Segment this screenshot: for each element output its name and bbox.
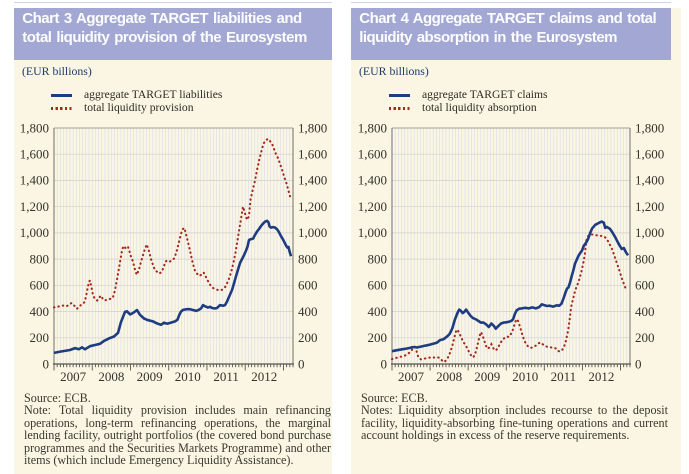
svg-text:1,200: 1,200 xyxy=(358,199,387,214)
svg-text:2011: 2011 xyxy=(551,369,577,384)
svg-text:1,800: 1,800 xyxy=(298,120,327,135)
svg-text:800: 800 xyxy=(635,251,655,266)
svg-text:800: 800 xyxy=(30,251,50,266)
svg-text:2012: 2012 xyxy=(588,369,614,384)
svg-text:1,000: 1,000 xyxy=(635,225,664,240)
svg-text:2010: 2010 xyxy=(512,369,538,384)
svg-text:2007: 2007 xyxy=(60,369,87,384)
svg-text:400: 400 xyxy=(298,304,318,319)
svg-text:2009: 2009 xyxy=(474,369,500,384)
svg-text:2008: 2008 xyxy=(436,369,462,384)
svg-text:0: 0 xyxy=(381,356,388,371)
svg-text:1,200: 1,200 xyxy=(635,199,664,214)
svg-text:2012: 2012 xyxy=(251,369,277,384)
svg-text:1,000: 1,000 xyxy=(20,225,49,240)
svg-text:1,400: 1,400 xyxy=(358,173,387,188)
svg-text:2010: 2010 xyxy=(175,369,201,384)
svg-text:1,600: 1,600 xyxy=(358,147,387,162)
svg-text:1,600: 1,600 xyxy=(635,147,664,162)
svg-text:1,800: 1,800 xyxy=(358,120,387,135)
svg-text:1,200: 1,200 xyxy=(20,199,49,214)
svg-text:800: 800 xyxy=(298,251,318,266)
svg-text:1,800: 1,800 xyxy=(20,120,49,135)
svg-text:600: 600 xyxy=(298,278,318,293)
svg-text:600: 600 xyxy=(635,278,655,293)
svg-text:0: 0 xyxy=(43,356,50,371)
svg-text:0: 0 xyxy=(298,356,305,371)
svg-text:200: 200 xyxy=(298,330,318,345)
svg-text:2008: 2008 xyxy=(98,369,124,384)
svg-text:2011: 2011 xyxy=(213,369,239,384)
svg-text:800: 800 xyxy=(368,251,388,266)
svg-text:200: 200 xyxy=(30,330,50,345)
svg-text:1,400: 1,400 xyxy=(635,173,664,188)
svg-text:1,000: 1,000 xyxy=(358,225,387,240)
svg-text:2009: 2009 xyxy=(137,369,163,384)
svg-text:1,400: 1,400 xyxy=(20,173,49,188)
svg-text:400: 400 xyxy=(30,304,50,319)
svg-text:2007: 2007 xyxy=(398,369,425,384)
svg-text:400: 400 xyxy=(635,304,655,319)
svg-text:1,600: 1,600 xyxy=(20,147,49,162)
svg-text:1,000: 1,000 xyxy=(298,225,327,240)
svg-text:600: 600 xyxy=(30,278,50,293)
svg-text:1,600: 1,600 xyxy=(298,147,327,162)
svg-text:1,200: 1,200 xyxy=(298,199,327,214)
svg-text:0: 0 xyxy=(635,356,642,371)
svg-text:1,400: 1,400 xyxy=(298,173,327,188)
svg-text:400: 400 xyxy=(368,304,388,319)
svg-text:1,800: 1,800 xyxy=(635,120,664,135)
svg-text:200: 200 xyxy=(368,330,388,345)
svg-text:200: 200 xyxy=(635,330,655,345)
svg-text:600: 600 xyxy=(368,278,388,293)
